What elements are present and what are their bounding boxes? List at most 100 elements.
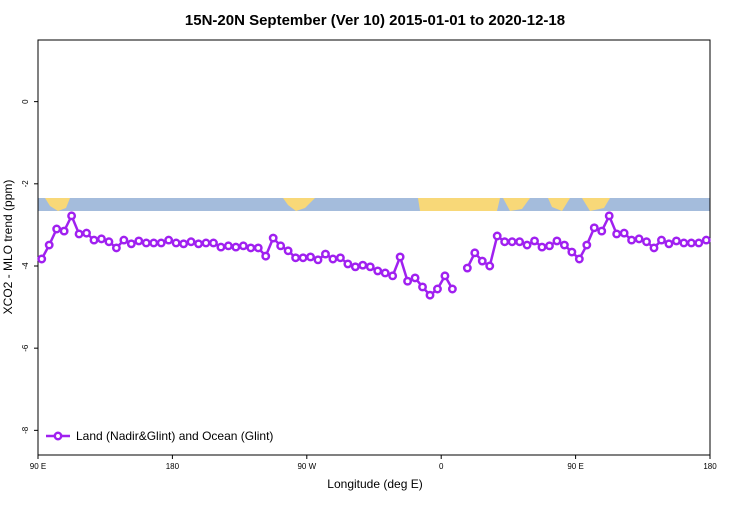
data-point xyxy=(261,251,271,261)
data-point xyxy=(343,259,353,269)
data-point xyxy=(306,252,315,262)
data-point xyxy=(373,266,383,276)
y-tick-label: -8 xyxy=(21,426,30,434)
data-point xyxy=(253,243,263,253)
data-point xyxy=(649,243,659,253)
data-point xyxy=(126,239,136,249)
data-point xyxy=(238,241,248,251)
data-point xyxy=(388,271,398,281)
data-point xyxy=(89,235,99,245)
data-point xyxy=(425,290,435,300)
data-point xyxy=(545,241,554,251)
data-point xyxy=(507,237,517,247)
x-tick-label: 90 E xyxy=(30,462,46,471)
data-point xyxy=(627,235,637,245)
y-tick-label: -6 xyxy=(21,344,30,352)
y-tick-label: -4 xyxy=(21,262,30,270)
data-point xyxy=(567,247,577,257)
data-point xyxy=(52,224,62,234)
data-point xyxy=(612,229,622,239)
map-strip xyxy=(38,198,710,211)
x-tick-label: 0 xyxy=(439,462,444,471)
data-point xyxy=(597,226,607,236)
data-point xyxy=(201,238,211,248)
x-tick-label: 180 xyxy=(703,462,717,471)
data-point xyxy=(418,282,427,292)
data-point xyxy=(186,237,196,247)
data-point xyxy=(604,211,614,221)
data-point xyxy=(44,240,54,250)
data-point xyxy=(395,252,405,262)
data-point xyxy=(657,235,666,245)
data-point xyxy=(477,256,487,266)
data-point xyxy=(104,237,114,247)
data-point xyxy=(268,233,278,243)
chart-title: 15N-20N September (Ver 10) 2015-01-01 to… xyxy=(185,12,565,29)
data-point xyxy=(500,237,510,247)
data-point xyxy=(67,211,77,221)
data-point xyxy=(74,229,84,239)
data-point xyxy=(701,235,711,245)
data-point xyxy=(470,248,480,258)
data-point xyxy=(694,238,704,248)
data-point xyxy=(485,261,495,271)
data-point xyxy=(111,243,121,253)
data-point xyxy=(559,240,569,250)
x-tick-label: 90 W xyxy=(297,462,316,471)
legend-item: Land (Nadir&Glint) and Ocean (Glint) xyxy=(46,429,273,443)
data-point xyxy=(164,235,174,245)
data-point xyxy=(149,238,159,248)
data-point xyxy=(82,228,91,238)
data-point xyxy=(403,276,413,286)
data-point xyxy=(686,238,696,248)
data-point xyxy=(664,239,674,249)
data-point xyxy=(679,238,689,248)
data-point xyxy=(97,234,106,244)
data-point xyxy=(328,254,338,264)
data-point xyxy=(276,241,286,251)
data-point xyxy=(156,238,166,248)
data-point xyxy=(492,231,502,241)
data-point xyxy=(537,242,547,252)
data-point xyxy=(223,241,233,251)
data-point xyxy=(231,242,241,252)
data-point xyxy=(358,260,368,270)
x-tick-label: 180 xyxy=(166,462,180,471)
data-point xyxy=(141,238,151,248)
data-point xyxy=(462,263,472,273)
data-point xyxy=(589,223,599,233)
data-point xyxy=(433,284,442,294)
data-point xyxy=(619,228,629,238)
data-point xyxy=(59,226,69,236)
data-point xyxy=(291,253,301,263)
x-axis-label: Longitude (deg E) xyxy=(327,477,422,491)
data-point xyxy=(380,268,390,278)
data-point xyxy=(582,240,592,250)
data-point xyxy=(321,249,330,259)
data-point xyxy=(515,237,525,247)
data-point xyxy=(313,255,323,265)
data-point xyxy=(134,236,144,246)
data-point xyxy=(209,238,218,248)
data-point xyxy=(440,271,450,281)
data-point xyxy=(410,273,420,283)
data-point xyxy=(283,246,293,256)
data-point xyxy=(37,254,47,264)
data-point xyxy=(522,240,532,250)
data-point xyxy=(246,243,256,253)
data-point xyxy=(634,234,644,244)
data-point xyxy=(335,253,345,263)
y-tick-label: -2 xyxy=(21,180,30,188)
x-tick-label: 90 E xyxy=(567,462,583,471)
plot-frame xyxy=(37,39,711,456)
data-point xyxy=(194,239,203,249)
data-point xyxy=(671,236,681,246)
y-tick-label: 0 xyxy=(21,99,30,104)
data-point xyxy=(447,284,457,294)
data-point xyxy=(179,239,189,249)
data-point xyxy=(365,262,375,272)
y-axis-label: XCO2 - MLO trend (ppm) xyxy=(1,180,15,315)
